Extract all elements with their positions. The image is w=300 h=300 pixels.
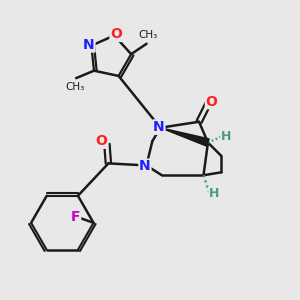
- Text: N: N: [139, 159, 151, 173]
- Text: O: O: [206, 94, 218, 109]
- Polygon shape: [160, 128, 209, 146]
- Text: O: O: [110, 27, 122, 41]
- Text: N: N: [153, 120, 165, 134]
- Text: H: H: [209, 187, 219, 200]
- Text: CH₃: CH₃: [65, 82, 84, 92]
- Text: O: O: [96, 134, 107, 148]
- Text: F: F: [71, 211, 80, 224]
- Text: N: N: [83, 38, 95, 52]
- Text: CH₃: CH₃: [139, 30, 158, 40]
- Text: H: H: [221, 130, 231, 142]
